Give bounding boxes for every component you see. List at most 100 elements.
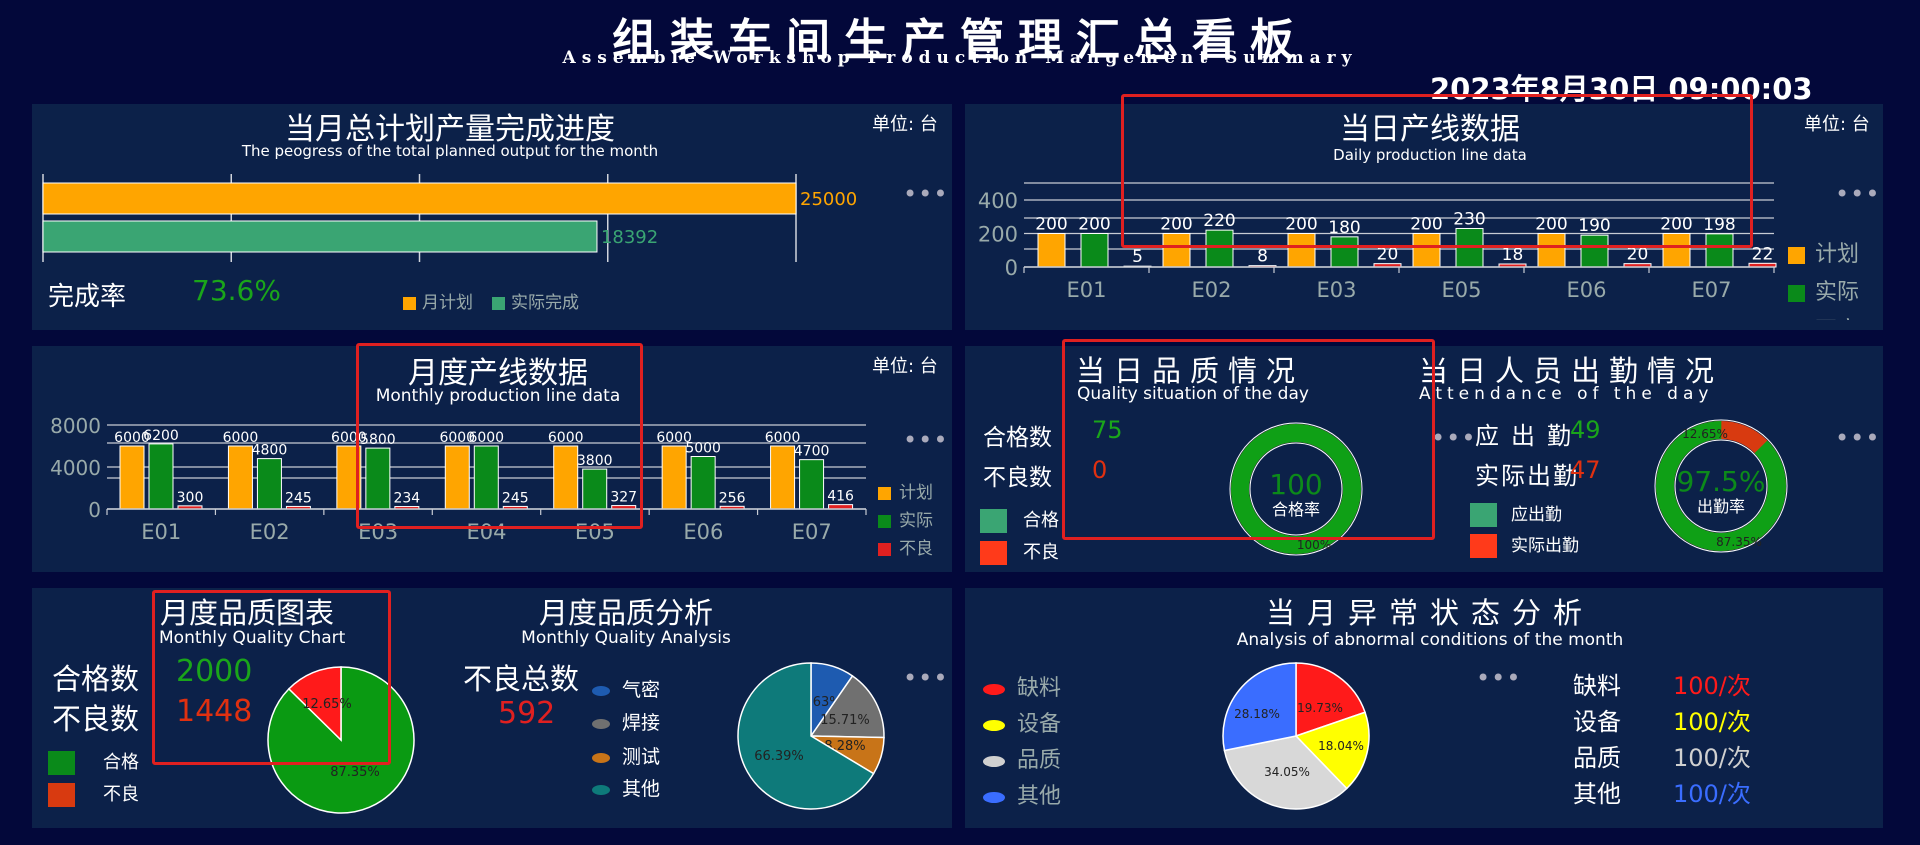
bar-value-计划-E01: 6000 bbox=[114, 430, 150, 446]
attendance-more-icon[interactable]: ••• bbox=[1835, 424, 1881, 452]
bar-value-不良-E05: 327 bbox=[610, 490, 637, 506]
pie-label-焊接: 15.71% bbox=[820, 713, 870, 728]
bar-计划-E02 bbox=[1162, 233, 1191, 268]
daily-line-more-icon[interactable]: ••• bbox=[1835, 180, 1881, 208]
bar-计划-E01 bbox=[1037, 233, 1066, 268]
qa-legend-test: 测试 bbox=[592, 742, 660, 769]
bar-value-计划-E07: 6000 bbox=[765, 430, 801, 446]
abnormal-legend-quality: 品质 bbox=[983, 742, 1061, 774]
pie-label-品质: 34.05% bbox=[1264, 765, 1310, 779]
quality-fail-label: 不良数 bbox=[983, 465, 1052, 491]
qa-legend-welding: 焊接 bbox=[592, 708, 660, 735]
monthly-legend-actual: 实际 bbox=[878, 506, 933, 531]
monthly-legend-plan: 计划 bbox=[878, 478, 933, 503]
bar-实际-E06 bbox=[1580, 234, 1609, 268]
highlight-monthly-quality bbox=[152, 590, 391, 765]
pie-label-设备: 18.04% bbox=[1318, 739, 1364, 753]
bar-实际-E02 bbox=[1205, 229, 1234, 268]
y-tick-label: 0 bbox=[1005, 256, 1018, 280]
attendance-title: 当日人员出勤情况 bbox=[1419, 354, 1724, 388]
bar-value-实际-E06: 190 bbox=[1578, 216, 1610, 236]
bar-value-实际-E07: 198 bbox=[1703, 215, 1735, 235]
bar-value-实际-E01: 6200 bbox=[143, 428, 179, 444]
category-label-E01: E01 bbox=[1067, 278, 1107, 302]
monthly-line-more-icon[interactable]: ••• bbox=[903, 426, 949, 454]
quality-day-more-icon[interactable]: ••• bbox=[1431, 424, 1477, 452]
daily-line-subtitle: Daily production line data bbox=[1333, 146, 1527, 164]
panel-abnormal bbox=[965, 588, 1883, 828]
bar-value-不良-E03: 20 bbox=[1377, 245, 1399, 265]
daily-line-unit: 单位: 台 bbox=[1804, 114, 1870, 135]
category-label-E01: E01 bbox=[141, 520, 181, 544]
category-label-E06: E06 bbox=[1567, 278, 1607, 302]
monthly-legend-defect: 不良 bbox=[878, 534, 933, 559]
monthly-line-unit: 单位: 台 bbox=[872, 356, 938, 377]
ring-main bbox=[1231, 424, 1361, 554]
category-label-E06: E06 bbox=[683, 520, 723, 544]
pie-label-合格: 87.35% bbox=[330, 765, 380, 780]
ring-center-label: 合格率 bbox=[1272, 500, 1320, 519]
monthly-quality-analysis-title: 月度品质分析 bbox=[538, 596, 713, 630]
daily-line-legend: 计划 实际 不良 bbox=[1788, 236, 1883, 320]
progress-bar-1 bbox=[42, 220, 598, 253]
defect-total-value: 592 bbox=[498, 696, 556, 731]
abnormal-row-value: 100/次 bbox=[1673, 780, 1751, 808]
bar-value-不良-E04: 245 bbox=[502, 490, 529, 506]
bar-计划-E07 bbox=[770, 445, 796, 510]
monthly-progress-more-icon[interactable]: ••• bbox=[903, 180, 949, 208]
attendance-actual-value: 47 bbox=[1570, 456, 1601, 484]
category-label-E03: E03 bbox=[1317, 278, 1357, 302]
progress-bar-0 bbox=[42, 182, 797, 215]
bar-value-不良-E05: 18 bbox=[1502, 245, 1524, 265]
daily-legend-defect: 不良 bbox=[1788, 312, 1859, 320]
bar-value-计划-E06: 6000 bbox=[656, 430, 692, 446]
bar-实际-E03 bbox=[365, 447, 391, 510]
bar-实际-E02 bbox=[256, 458, 282, 510]
pie-slice-其他 bbox=[737, 662, 875, 810]
monthly-quality-chart-subtitle: Monthly Quality Chart bbox=[159, 628, 346, 648]
attendance-should-value: 49 bbox=[1570, 416, 1601, 444]
page-title: 组装车间生产管理汇总看板 bbox=[612, 15, 1308, 66]
ring-outer-border bbox=[1229, 422, 1363, 556]
bar-计划-E05 bbox=[1412, 233, 1441, 268]
bar-value-计划-E05: 200 bbox=[1410, 215, 1442, 235]
pie-slice-合格 bbox=[267, 666, 415, 814]
bar-value-不良-E02: 8 bbox=[1257, 247, 1268, 267]
panel-daily-line bbox=[965, 104, 1883, 330]
monthly-progress-title: 当月总计划产量完成进度 bbox=[285, 112, 615, 147]
bar-计划-E02 bbox=[227, 445, 253, 510]
bar-value-计划-E07: 200 bbox=[1660, 215, 1692, 235]
ring-pct-main: 100% bbox=[1297, 538, 1331, 552]
bar-value-不良-E01: 5 bbox=[1132, 247, 1143, 267]
bar-value-实际-E02: 220 bbox=[1203, 211, 1235, 231]
abnormal-row-value: 100/次 bbox=[1673, 708, 1751, 736]
category-label-E07: E07 bbox=[1692, 278, 1732, 302]
category-label-E02: E02 bbox=[1192, 278, 1232, 302]
pie-label-其他: 66.39% bbox=[754, 749, 804, 764]
monthly-quality-analysis-subtitle: Monthly Quality Analysis bbox=[521, 628, 731, 648]
abnormal-row-label: 缺料 bbox=[1573, 672, 1621, 700]
abnormal-subtitle: Analysis of abnormal conditions of the m… bbox=[1236, 630, 1624, 650]
quality-legend-fail: 不良 bbox=[980, 538, 1059, 565]
abnormal-legend-equipment: 设备 bbox=[983, 706, 1061, 738]
bar-value-不良-E07: 22 bbox=[1752, 244, 1774, 264]
daily-line-title: 当日产线数据 bbox=[1340, 112, 1520, 147]
abnormal-more-icon[interactable]: ••• bbox=[1476, 664, 1522, 692]
abnormal-row: 品质 100/次 bbox=[1573, 738, 1873, 772]
ring-center-label: 出勤率 bbox=[1697, 497, 1745, 516]
abnormal-row-label: 设备 bbox=[1573, 708, 1621, 736]
bar-value-实际-E01: 200 bbox=[1078, 215, 1110, 235]
ring-pct-main: 87.35% bbox=[1716, 535, 1762, 549]
bar-实际-E01 bbox=[1080, 233, 1109, 268]
y-tick-label: 8000 bbox=[50, 414, 101, 438]
quality-legend-pass: 合格 bbox=[980, 506, 1059, 533]
datetime: 2023年8月30日 09:00:03 bbox=[1430, 72, 1813, 106]
bar-value-不良-E07: 416 bbox=[827, 489, 854, 505]
ring-center-value: 100 bbox=[1269, 468, 1322, 501]
bar-实际-E05 bbox=[582, 468, 608, 510]
quality-analysis-more-icon[interactable]: ••• bbox=[903, 664, 949, 692]
